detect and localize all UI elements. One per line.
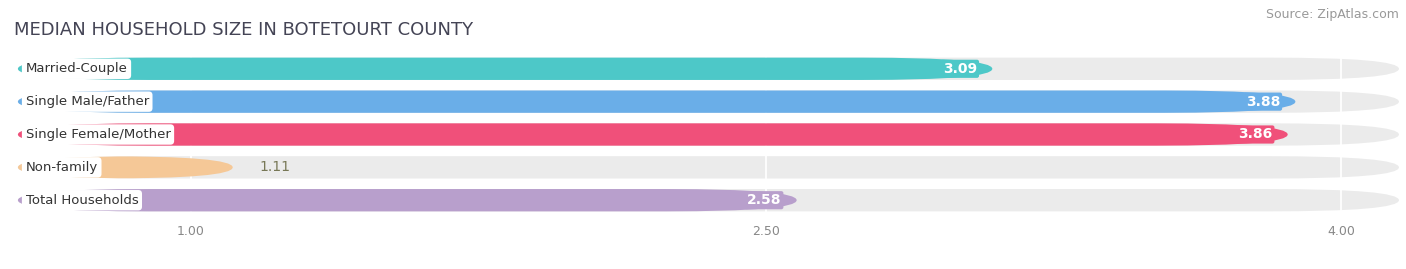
Text: Non-family: Non-family bbox=[25, 161, 98, 174]
Text: Single Male/Father: Single Male/Father bbox=[25, 95, 149, 108]
FancyBboxPatch shape bbox=[18, 123, 1399, 146]
Text: 3.86: 3.86 bbox=[1239, 128, 1272, 141]
FancyBboxPatch shape bbox=[18, 58, 1399, 80]
FancyBboxPatch shape bbox=[18, 58, 993, 80]
Text: 3.88: 3.88 bbox=[1246, 95, 1279, 109]
FancyBboxPatch shape bbox=[18, 90, 1399, 113]
FancyBboxPatch shape bbox=[18, 90, 1295, 113]
Text: Source: ZipAtlas.com: Source: ZipAtlas.com bbox=[1265, 8, 1399, 21]
Text: 2.58: 2.58 bbox=[747, 193, 782, 207]
Text: Married-Couple: Married-Couple bbox=[25, 62, 128, 75]
FancyBboxPatch shape bbox=[18, 189, 1399, 211]
FancyBboxPatch shape bbox=[18, 156, 1399, 179]
Text: MEDIAN HOUSEHOLD SIZE IN BOTETOURT COUNTY: MEDIAN HOUSEHOLD SIZE IN BOTETOURT COUNT… bbox=[14, 20, 474, 38]
FancyBboxPatch shape bbox=[18, 156, 233, 179]
Text: Single Female/Mother: Single Female/Mother bbox=[25, 128, 170, 141]
FancyBboxPatch shape bbox=[18, 123, 1288, 146]
Text: 1.11: 1.11 bbox=[260, 160, 291, 174]
Text: 3.09: 3.09 bbox=[943, 62, 977, 76]
FancyBboxPatch shape bbox=[18, 189, 797, 211]
Text: Total Households: Total Households bbox=[25, 194, 138, 207]
